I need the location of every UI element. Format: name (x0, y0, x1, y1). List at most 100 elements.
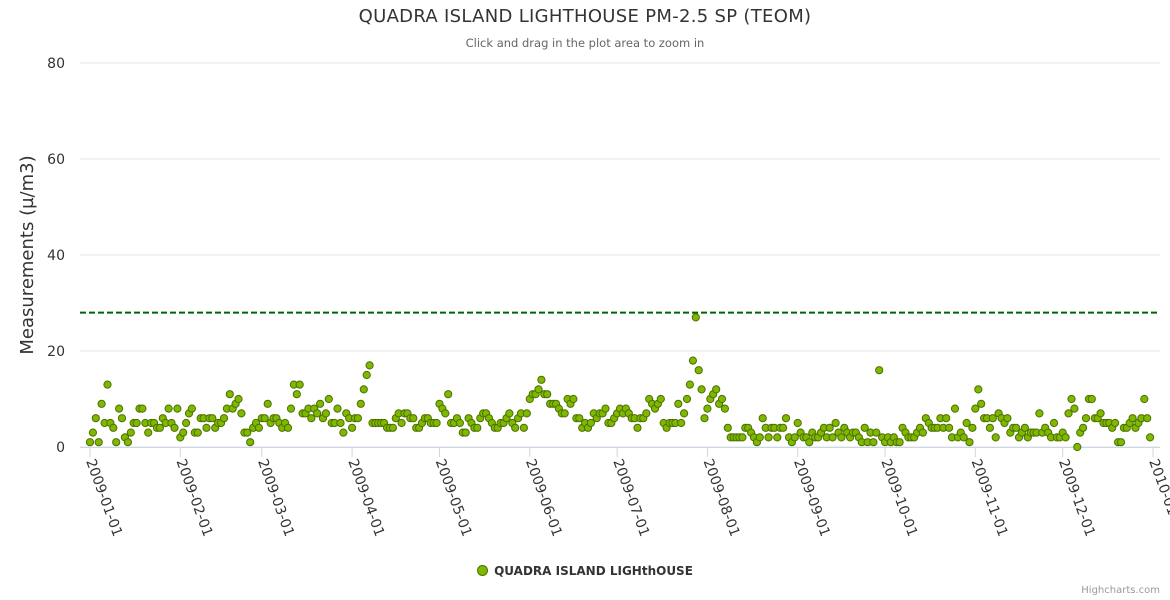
data-point[interactable] (717, 394, 727, 404)
data-point[interactable] (316, 399, 325, 408)
data-point[interactable] (109, 423, 118, 432)
data-point[interactable] (945, 423, 954, 432)
data-point[interactable] (1096, 409, 1105, 418)
data-point[interactable] (642, 409, 651, 418)
data-point[interactable] (94, 438, 103, 447)
data-point[interactable] (237, 409, 246, 418)
data-point[interactable] (182, 418, 191, 428)
data-point[interactable] (432, 418, 441, 428)
data-point[interactable] (202, 423, 211, 432)
data-point[interactable] (356, 399, 365, 408)
data-point[interactable] (738, 433, 747, 442)
data-point[interactable] (1081, 414, 1091, 423)
data-point[interactable] (918, 428, 928, 437)
data-point[interactable] (543, 390, 552, 399)
data-point[interactable] (353, 414, 362, 423)
data-point[interactable] (336, 418, 345, 428)
data-point[interactable] (779, 423, 788, 432)
data-point[interactable] (173, 404, 182, 413)
data-point[interactable] (633, 423, 642, 432)
data-point[interactable] (860, 423, 869, 432)
data-point[interactable] (805, 438, 814, 447)
data-point[interactable] (117, 414, 127, 423)
data-point[interactable] (991, 433, 1000, 442)
data-point[interactable] (511, 423, 520, 432)
data-point[interactable] (773, 433, 782, 442)
data-point[interactable] (755, 433, 764, 442)
data-point[interactable] (575, 414, 584, 423)
data-point[interactable] (1140, 394, 1149, 404)
data-point[interactable] (685, 380, 695, 389)
data-point[interactable] (974, 385, 983, 394)
data-point[interactable] (324, 394, 333, 404)
data-point[interactable] (455, 418, 464, 428)
legend-item-series[interactable]: QUADRA ISLAND LIGHthOUSE (477, 564, 693, 578)
data-point[interactable] (263, 399, 272, 408)
data-point[interactable] (950, 404, 960, 413)
data-point[interactable] (831, 418, 840, 428)
data-point[interactable] (534, 385, 543, 394)
data-point[interactable] (875, 366, 884, 375)
data-point[interactable] (723, 423, 732, 432)
data-point[interactable] (295, 380, 304, 389)
data-point[interactable] (988, 414, 997, 423)
data-point[interactable] (1020, 423, 1030, 432)
data-point[interactable] (179, 428, 188, 437)
data-point[interactable] (872, 428, 881, 437)
data-point[interactable] (283, 423, 293, 432)
data-point[interactable] (321, 409, 330, 418)
credits-link[interactable]: Highcharts.com (1081, 585, 1160, 596)
data-point[interactable] (1116, 438, 1126, 447)
data-point[interactable] (254, 423, 263, 432)
data-point[interactable] (362, 370, 371, 380)
data-point[interactable] (977, 399, 986, 408)
data-point[interactable] (519, 423, 529, 432)
data-point[interactable] (85, 438, 95, 447)
data-point[interactable] (1143, 414, 1152, 423)
data-point[interactable] (461, 428, 470, 437)
data-point[interactable] (1003, 414, 1012, 423)
data-point[interactable] (505, 409, 514, 418)
data-point[interactable] (688, 356, 698, 365)
data-point[interactable] (674, 399, 683, 408)
data-point[interactable] (187, 404, 196, 413)
data-point[interactable] (869, 438, 878, 447)
data-point[interactable] (441, 409, 450, 418)
data-point[interactable] (307, 414, 316, 423)
data-point[interactable] (1128, 414, 1137, 423)
data-point[interactable] (1146, 433, 1155, 442)
data-point[interactable] (208, 414, 217, 423)
data-point[interactable] (965, 438, 974, 447)
data-point[interactable] (397, 418, 406, 428)
data-point[interactable] (359, 385, 368, 394)
data-point[interactable] (260, 414, 269, 423)
data-point[interactable] (126, 428, 135, 437)
data-point[interactable] (1049, 418, 1059, 428)
data-point[interactable] (781, 414, 791, 423)
data-point[interactable] (682, 394, 692, 404)
data-point[interactable] (1111, 418, 1120, 428)
data-point[interactable] (758, 414, 767, 423)
data-point[interactable] (712, 385, 721, 394)
data-point[interactable] (164, 404, 173, 413)
data-point[interactable] (234, 394, 243, 404)
data-point[interactable] (348, 423, 357, 432)
data-point[interactable] (764, 433, 773, 442)
data-point[interactable] (522, 409, 531, 418)
data-point[interactable] (586, 418, 596, 428)
data-point[interactable] (1061, 433, 1070, 442)
data-point[interactable] (697, 385, 706, 394)
data-point[interactable] (225, 390, 234, 399)
data-point[interactable] (444, 390, 453, 399)
data-point[interactable] (243, 428, 252, 437)
data-point[interactable] (1064, 409, 1073, 418)
data-point[interactable] (962, 418, 971, 428)
data-point[interactable] (409, 414, 418, 423)
data-point[interactable] (895, 438, 904, 447)
data-point[interactable] (560, 409, 569, 418)
data-point[interactable] (1012, 423, 1021, 432)
data-point[interactable] (313, 409, 322, 418)
data-point[interactable] (123, 438, 133, 447)
data-point[interactable] (968, 423, 977, 432)
